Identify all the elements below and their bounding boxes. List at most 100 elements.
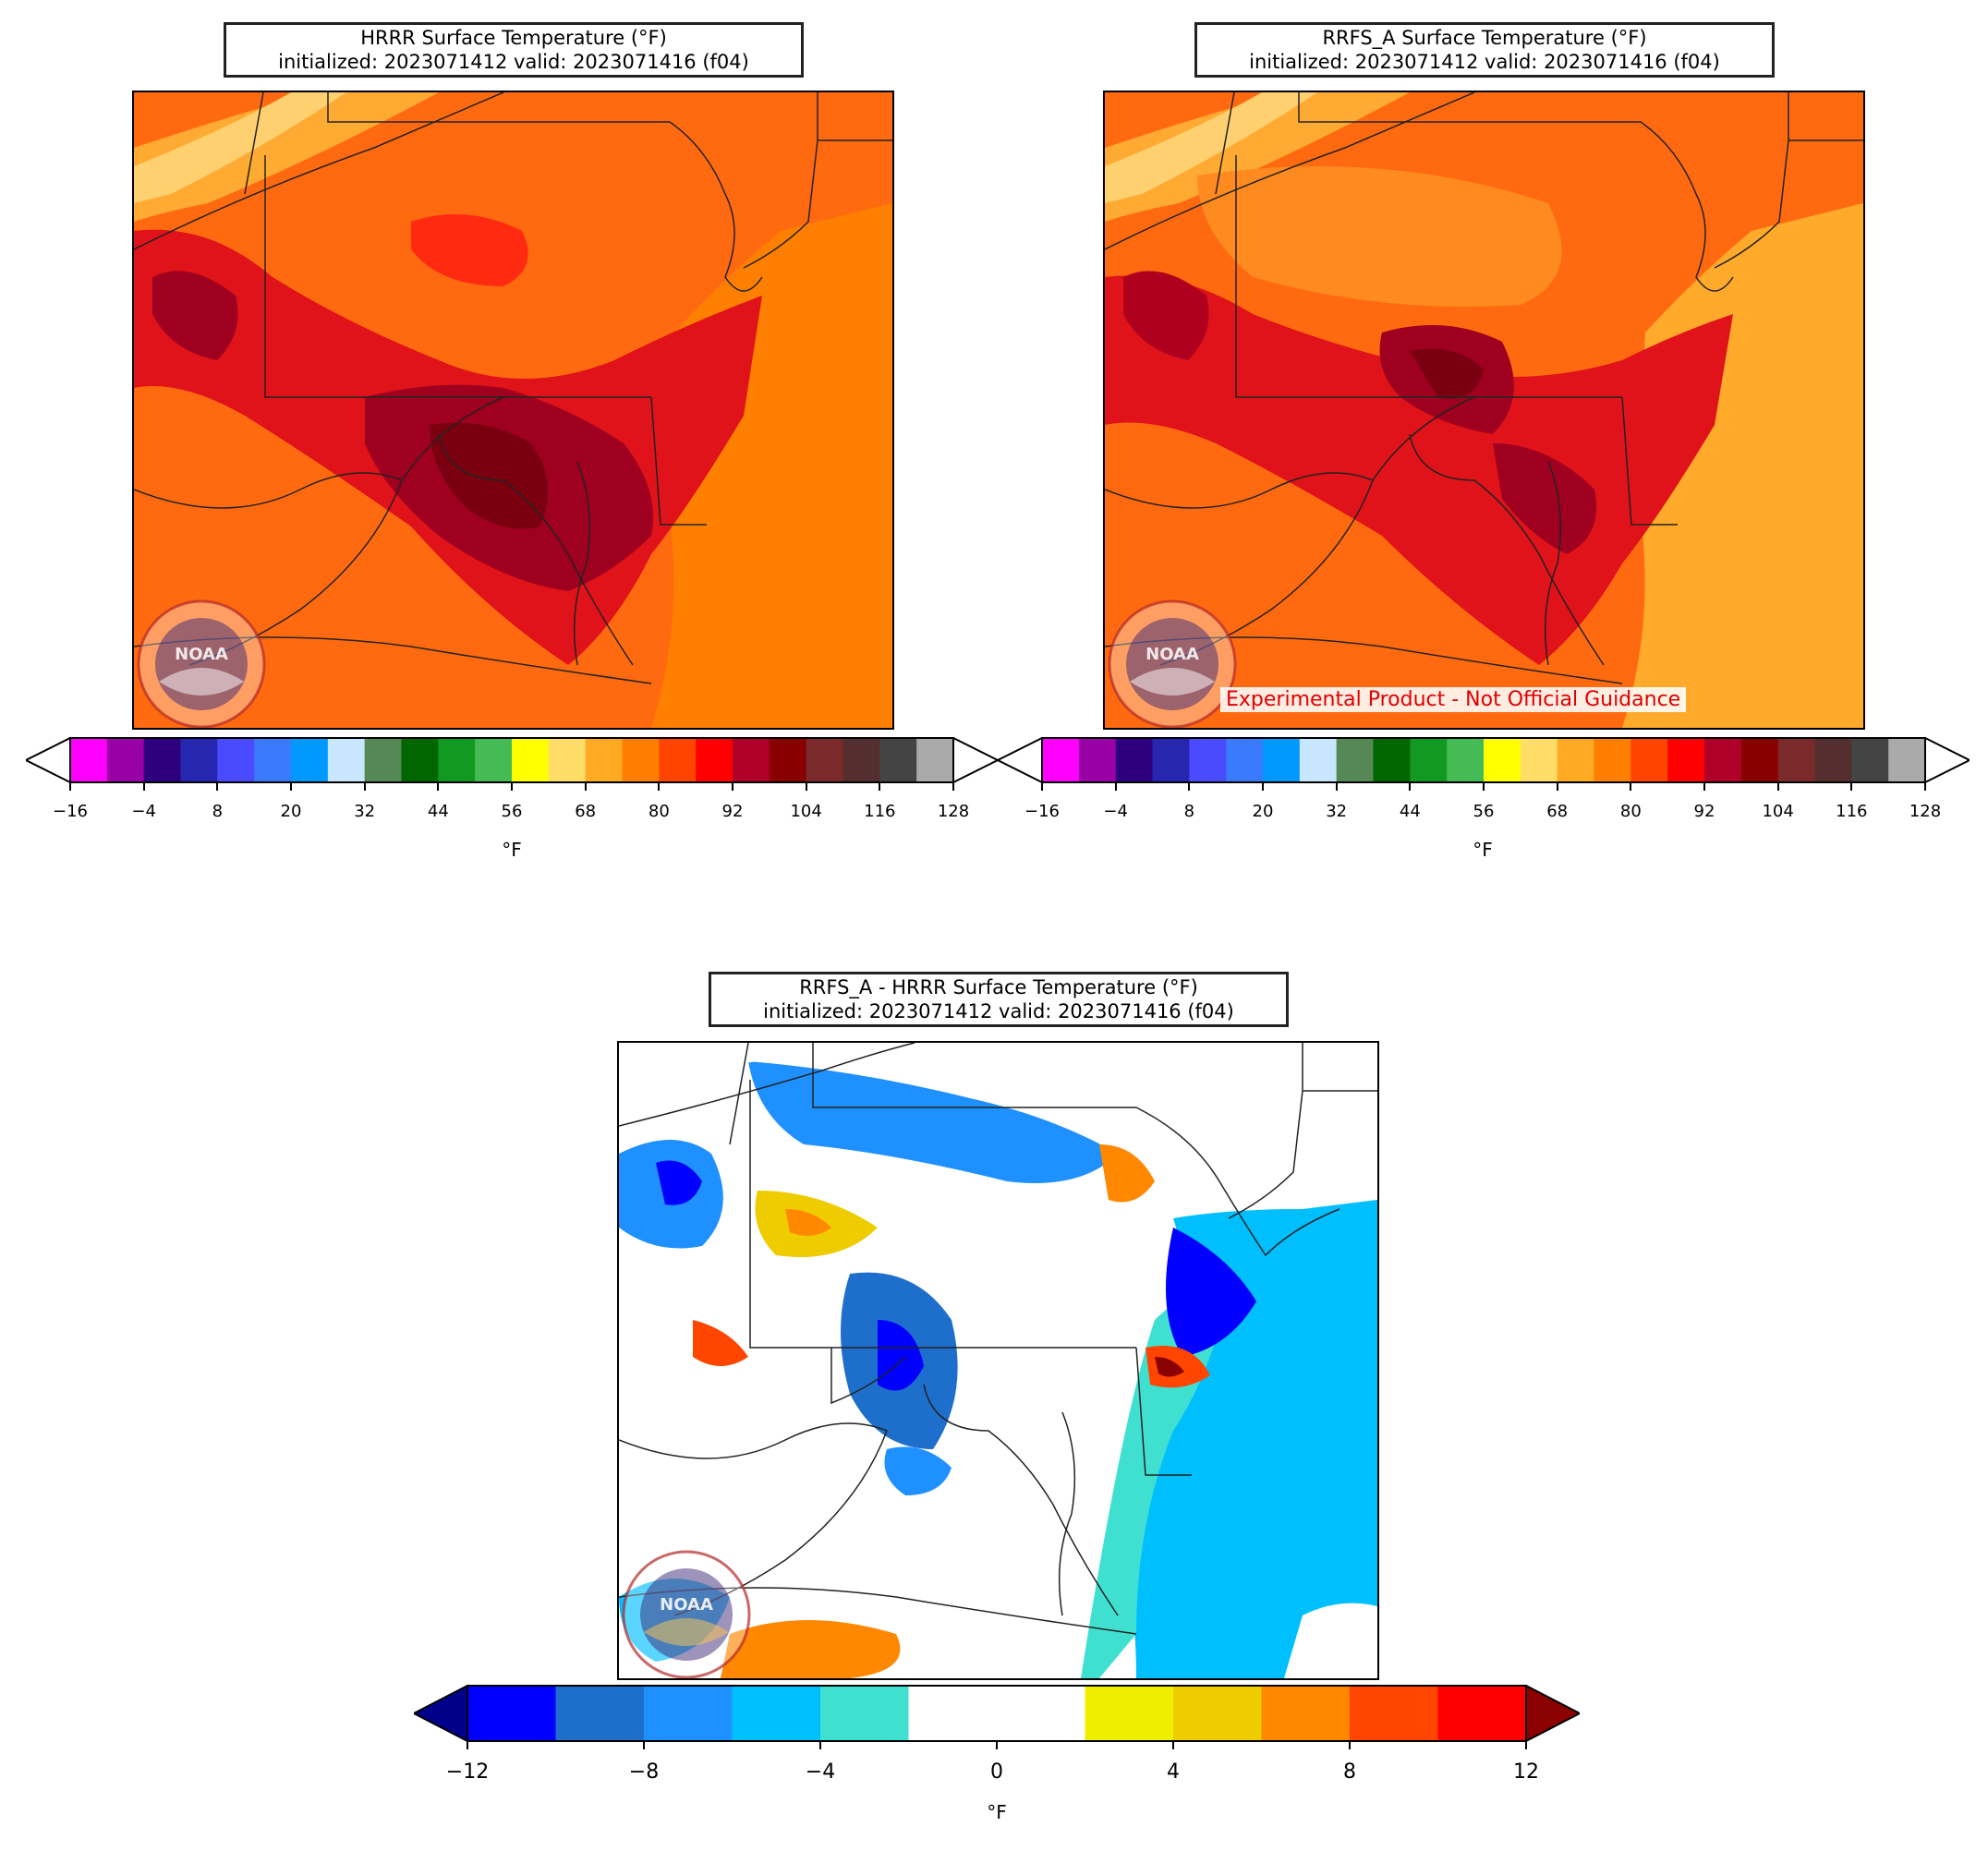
diff-colorbar-graphic xyxy=(411,1684,1582,1743)
colorbar-swatch xyxy=(438,738,476,782)
diff-colorbar xyxy=(411,1684,1582,1743)
colorbar-swatch xyxy=(1630,738,1668,782)
colorbar-swatch xyxy=(555,1686,645,1741)
colorbar-swatch xyxy=(401,738,439,782)
colorbar-tick-mark xyxy=(1114,783,1117,791)
colorbar-tick-label: 92 xyxy=(1693,802,1715,821)
colorbar-swatch xyxy=(1189,738,1227,782)
colorbar-tick-mark xyxy=(142,783,145,791)
colorbar-swatch xyxy=(1078,738,1117,782)
colorbar-swatch xyxy=(659,738,697,782)
colorbar-tick-mark xyxy=(732,783,733,791)
colorbar-swatch xyxy=(143,738,181,782)
colorbar-tick-mark xyxy=(1630,783,1632,791)
colorbar-swatch xyxy=(364,738,402,782)
colorbar-tick-label: 56 xyxy=(501,802,523,821)
colorbar-swatch xyxy=(1226,738,1264,782)
colorbar-tick-label: 0 xyxy=(990,1760,1003,1784)
colorbar-swatch xyxy=(733,738,770,782)
colorbar-extend-high xyxy=(1924,736,1972,784)
hrrr-colorbar-graphic xyxy=(23,736,1000,784)
colorbar-tick-mark xyxy=(879,783,881,791)
diff-title-line1: RRFS_A - HRRR Surface Temperature (°F) xyxy=(799,976,1198,998)
colorbar-swatch xyxy=(475,738,513,782)
colorbar-tick-mark xyxy=(1525,1742,1527,1749)
colorbar-tick-mark xyxy=(69,783,71,791)
colorbar-tick-label: −4 xyxy=(131,802,156,821)
colorbar-swatch xyxy=(622,738,660,782)
colorbar-swatch xyxy=(1350,1686,1438,1741)
colorbar-extend-low xyxy=(995,736,1043,784)
colorbar-swatch xyxy=(1447,738,1485,782)
colorbar-extend-high xyxy=(952,736,1000,784)
colorbar-tick-label: −12 xyxy=(445,1760,490,1784)
colorbar-swatch xyxy=(769,738,807,782)
colorbar-swatch xyxy=(908,1686,998,1741)
colorbar-tick-mark xyxy=(1262,783,1264,791)
colorbar-swatch xyxy=(585,738,623,782)
colorbar-tick-mark xyxy=(511,783,513,791)
colorbar-tick-label: 44 xyxy=(1399,802,1421,821)
colorbar-tick-mark xyxy=(1349,1742,1351,1749)
noaa-logo: NOAA xyxy=(136,599,267,728)
colorbar-tick-label: 44 xyxy=(427,802,449,821)
colorbar-tick-mark xyxy=(1041,783,1043,791)
svg-text:NOAA: NOAA xyxy=(175,645,228,664)
colorbar-swatch xyxy=(1557,738,1594,782)
colorbar-swatch xyxy=(997,1686,1085,1741)
colorbar-tick-mark xyxy=(1188,783,1191,791)
colorbar-tick-label: 68 xyxy=(575,802,597,821)
colorbar-tick-label: 8 xyxy=(1183,802,1195,821)
colorbar-tick-mark xyxy=(1776,783,1779,791)
colorbar-border xyxy=(69,737,954,783)
colorbar-swatch xyxy=(1042,738,1080,782)
rrfs-map-graphic xyxy=(1105,92,1863,728)
colorbar-swatch xyxy=(916,738,954,782)
noaa-logo-icon: NOAA xyxy=(1108,599,1237,728)
colorbar-swatch xyxy=(548,738,587,782)
colorbar-swatch xyxy=(1777,738,1815,782)
noaa-logo-icon: NOAA xyxy=(622,1550,751,1678)
colorbar-tick-mark xyxy=(1172,1742,1174,1749)
colorbar-swatch xyxy=(1704,738,1742,782)
colorbar-swatch xyxy=(467,1686,556,1741)
colorbar-tick-label: 20 xyxy=(1252,802,1274,821)
colorbar-swatch xyxy=(1410,738,1448,782)
diff-map: NOAA xyxy=(617,1041,1379,1680)
colorbar-extend-low xyxy=(23,736,71,784)
colorbar-tick-label: −8 xyxy=(628,1760,660,1784)
noaa-logo: NOAA xyxy=(1107,599,1238,728)
colorbar-swatch xyxy=(806,738,843,782)
colorbar-border xyxy=(467,1685,1527,1742)
colorbar-tick-label: −16 xyxy=(53,802,88,821)
rrfs-title-line2: initialized: 2023071412 valid: 202307141… xyxy=(1249,51,1720,73)
colorbar-tick-label: 80 xyxy=(648,802,670,821)
colorbar-tick-label: 116 xyxy=(864,802,896,821)
colorbar-tick-mark xyxy=(658,783,661,791)
colorbar-tick-mark xyxy=(216,783,219,791)
colorbar-swatch xyxy=(644,1686,733,1741)
colorbar-swatch xyxy=(820,1686,909,1741)
colorbar-swatch xyxy=(327,738,366,782)
hrrr-colorbar xyxy=(23,736,1000,784)
diff-colorbar-unit: °F xyxy=(987,1801,1007,1823)
colorbar-tick-label: 12 xyxy=(1513,1760,1539,1784)
hrrr-title-line1: HRRR Surface Temperature (°F) xyxy=(360,27,667,49)
colorbar-swatch xyxy=(1299,738,1338,782)
colorbar-swatch xyxy=(842,738,880,782)
colorbar-swatch xyxy=(1263,738,1301,782)
colorbar-swatch xyxy=(1851,738,1889,782)
colorbar-tick-mark xyxy=(1924,783,1926,791)
colorbar-swatch xyxy=(732,1686,821,1741)
rrfs-map: NOAA Experimental Product - Not Official… xyxy=(1103,91,1865,730)
colorbar-tick-label: 68 xyxy=(1546,802,1569,821)
hrrr-title: HRRR Surface Temperature (°F) initialize… xyxy=(224,22,804,78)
colorbar-swatch xyxy=(1173,1686,1262,1741)
colorbar-swatch xyxy=(254,738,292,782)
colorbar-tick-label: 104 xyxy=(1762,802,1794,821)
colorbar-swatch xyxy=(1336,738,1374,782)
experimental-disclaimer: Experimental Product - Not Official Guid… xyxy=(1220,687,1687,712)
diff-title-line2: initialized: 2023071412 valid: 202307141… xyxy=(763,1000,1234,1022)
rrfs-colorbar-graphic xyxy=(995,736,1972,784)
hrrr-map: NOAA xyxy=(132,91,894,730)
